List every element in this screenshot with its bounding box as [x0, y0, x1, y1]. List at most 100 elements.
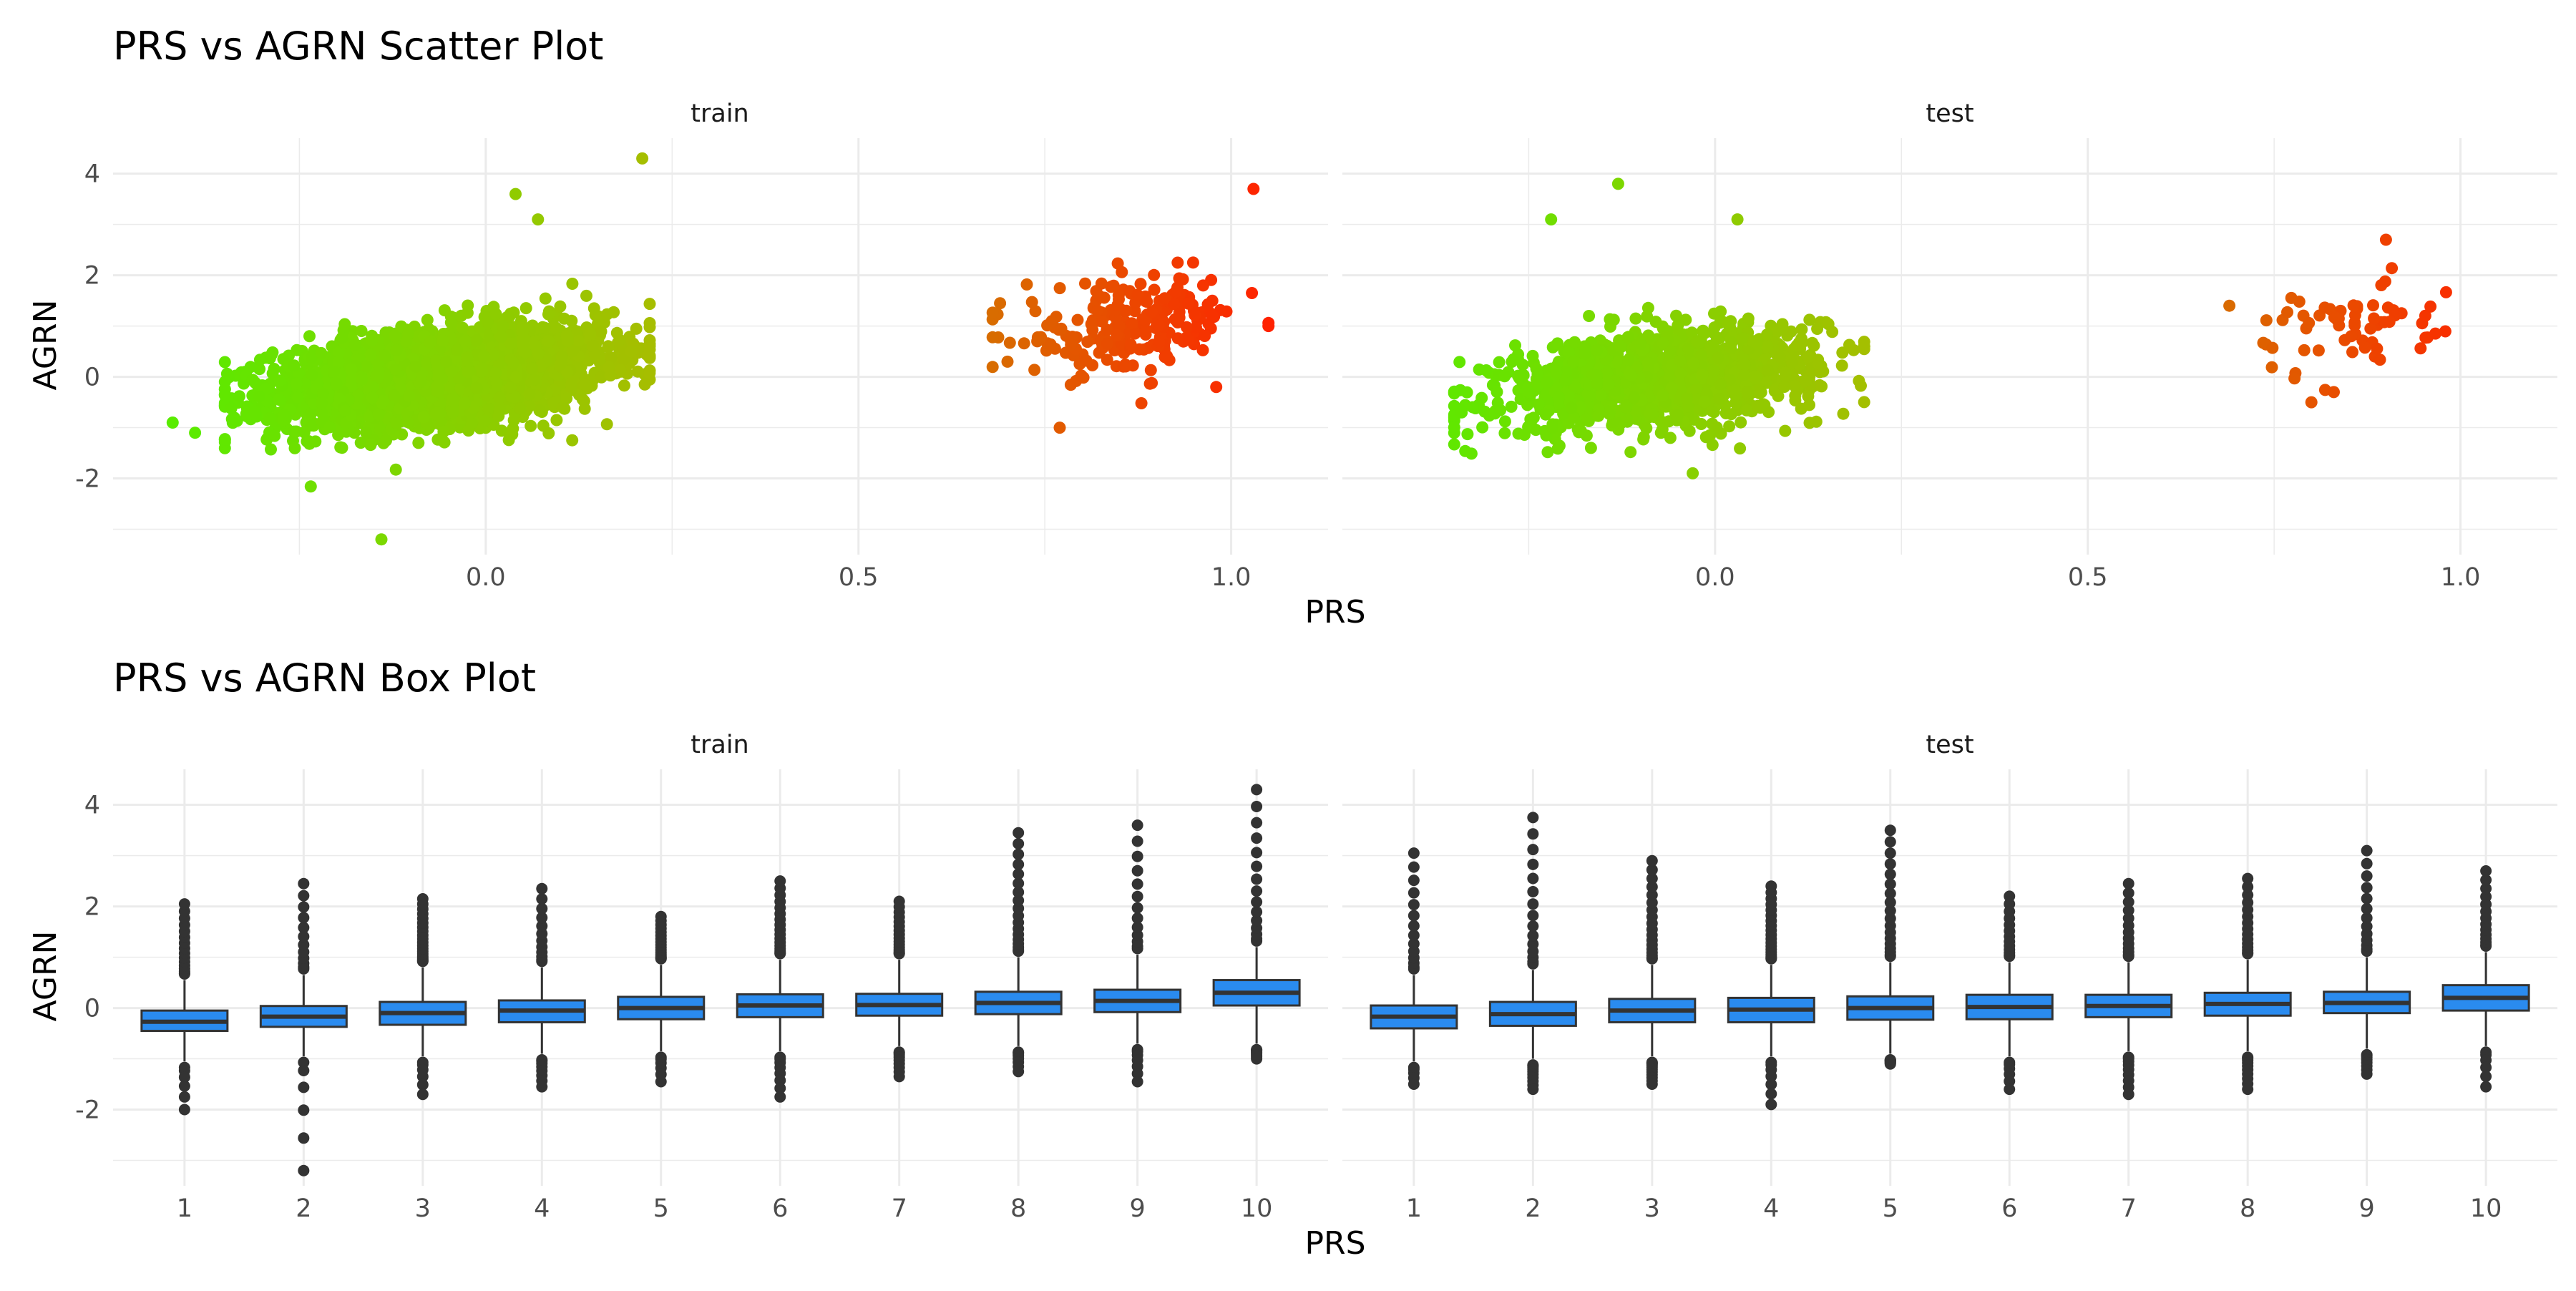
- scatter-point: [2379, 276, 2391, 288]
- scatter-point: [1722, 318, 1735, 330]
- outlier-point: [179, 898, 190, 910]
- scatter-point: [2285, 292, 2298, 304]
- scatter-point: [1780, 369, 1792, 381]
- scatter-point: [516, 322, 528, 334]
- y-tick-label: 2: [84, 262, 100, 291]
- scatter-point: [324, 421, 336, 433]
- scatter-point: [562, 335, 574, 347]
- scatter-point: [1581, 412, 1594, 424]
- scatter-point: [1101, 354, 1113, 366]
- scatter-point: [1714, 379, 1727, 391]
- scatter-point: [1695, 418, 1707, 430]
- scatter-point: [1585, 442, 1597, 454]
- x-tick-label: 1.0: [2441, 563, 2481, 592]
- outlier-point: [1013, 827, 1024, 839]
- y-tick-label: -2: [75, 465, 100, 494]
- scatter-point: [1054, 422, 1066, 434]
- outlier-point: [1013, 859, 1024, 870]
- scatter-point: [632, 366, 644, 378]
- box-grid-train: [113, 769, 1328, 1186]
- outlier-point: [1132, 891, 1143, 902]
- scatter-point: [1448, 439, 1460, 451]
- scatter-point: [560, 392, 572, 404]
- scatter-facet-label-train: train: [691, 99, 748, 128]
- scatter-point: [219, 356, 231, 369]
- outlier-point: [1251, 801, 1262, 812]
- scatter-point: [1579, 341, 1591, 353]
- scatter-point: [2328, 386, 2340, 398]
- scatter-point: [373, 409, 385, 421]
- outlier-point: [1013, 849, 1024, 860]
- scatter-point: [2368, 313, 2380, 325]
- scatter-point: [572, 335, 585, 347]
- scatter-point: [630, 323, 643, 335]
- scatter-point: [391, 417, 403, 429]
- scatter-point: [265, 444, 277, 456]
- scatter-point: [1742, 386, 1754, 399]
- scatter-point: [315, 347, 327, 359]
- box-8: [975, 827, 1061, 1078]
- scatter-point: [494, 391, 506, 404]
- scatter-point: [532, 213, 544, 225]
- scatter-point: [466, 417, 478, 429]
- outlier-point: [536, 883, 547, 895]
- scatter-point: [1691, 336, 1703, 348]
- scatter-point: [1145, 364, 1157, 376]
- scatter-point: [495, 331, 507, 343]
- scatter-point: [1810, 416, 1823, 428]
- scatter-point: [2306, 396, 2318, 409]
- scatter-point: [1795, 323, 1807, 336]
- scatter-point: [1687, 357, 1699, 369]
- scatter-point: [1146, 306, 1158, 318]
- outlier-point: [417, 1088, 429, 1100]
- scatter-point: [2281, 306, 2293, 318]
- scatter-point: [1681, 393, 1693, 405]
- outlier-point: [894, 1071, 905, 1082]
- scatter-point: [1687, 467, 1699, 479]
- scatter-point: [333, 356, 345, 368]
- scatter-point: [1148, 284, 1161, 296]
- scatter-point: [1742, 313, 1755, 325]
- scatter-point: [1739, 359, 1751, 371]
- scatter-point: [1206, 309, 1218, 321]
- scatter-point: [291, 378, 303, 390]
- scatter-point: [379, 349, 391, 361]
- scatter-point: [526, 362, 538, 374]
- scatter-point: [566, 434, 578, 447]
- scatter-point: [1725, 408, 1737, 420]
- scatter-point: [360, 427, 372, 439]
- scatter-point: [555, 358, 567, 370]
- scatter-point: [316, 397, 328, 409]
- scatter-point: [1778, 381, 1790, 393]
- scatter-point: [253, 391, 265, 403]
- scatter-point: [356, 373, 368, 385]
- scatter-point: [365, 349, 377, 361]
- scatter-point: [2384, 316, 2396, 328]
- scatter-point: [550, 321, 562, 333]
- scatter-point: [595, 326, 608, 338]
- outlier-point: [1132, 819, 1143, 831]
- scatter-point: [288, 359, 301, 371]
- scatter-point: [436, 373, 448, 385]
- scatter-point: [1153, 319, 1165, 331]
- scatter-point: [1735, 416, 1747, 429]
- scatter-point: [1202, 298, 1214, 311]
- scatter-point: [1140, 324, 1152, 336]
- scatter-point: [588, 302, 600, 314]
- scatter-point: [1455, 406, 1468, 419]
- scatter-point: [1161, 350, 1173, 362]
- scatter-point: [447, 406, 459, 419]
- scatter-point: [1848, 344, 1860, 356]
- box-5: [618, 911, 704, 1088]
- scatter-point: [478, 351, 490, 363]
- scatter-point: [1741, 404, 1753, 416]
- scatter-point: [189, 427, 201, 439]
- scatter-point: [339, 404, 351, 416]
- outlier-point: [298, 912, 309, 923]
- outlier-point: [298, 901, 309, 912]
- box-1: [1371, 847, 1457, 1090]
- scatter-point: [273, 394, 286, 406]
- outlier-point: [298, 1104, 309, 1116]
- scatter-point: [1747, 335, 1759, 347]
- scatter-point: [1723, 420, 1735, 432]
